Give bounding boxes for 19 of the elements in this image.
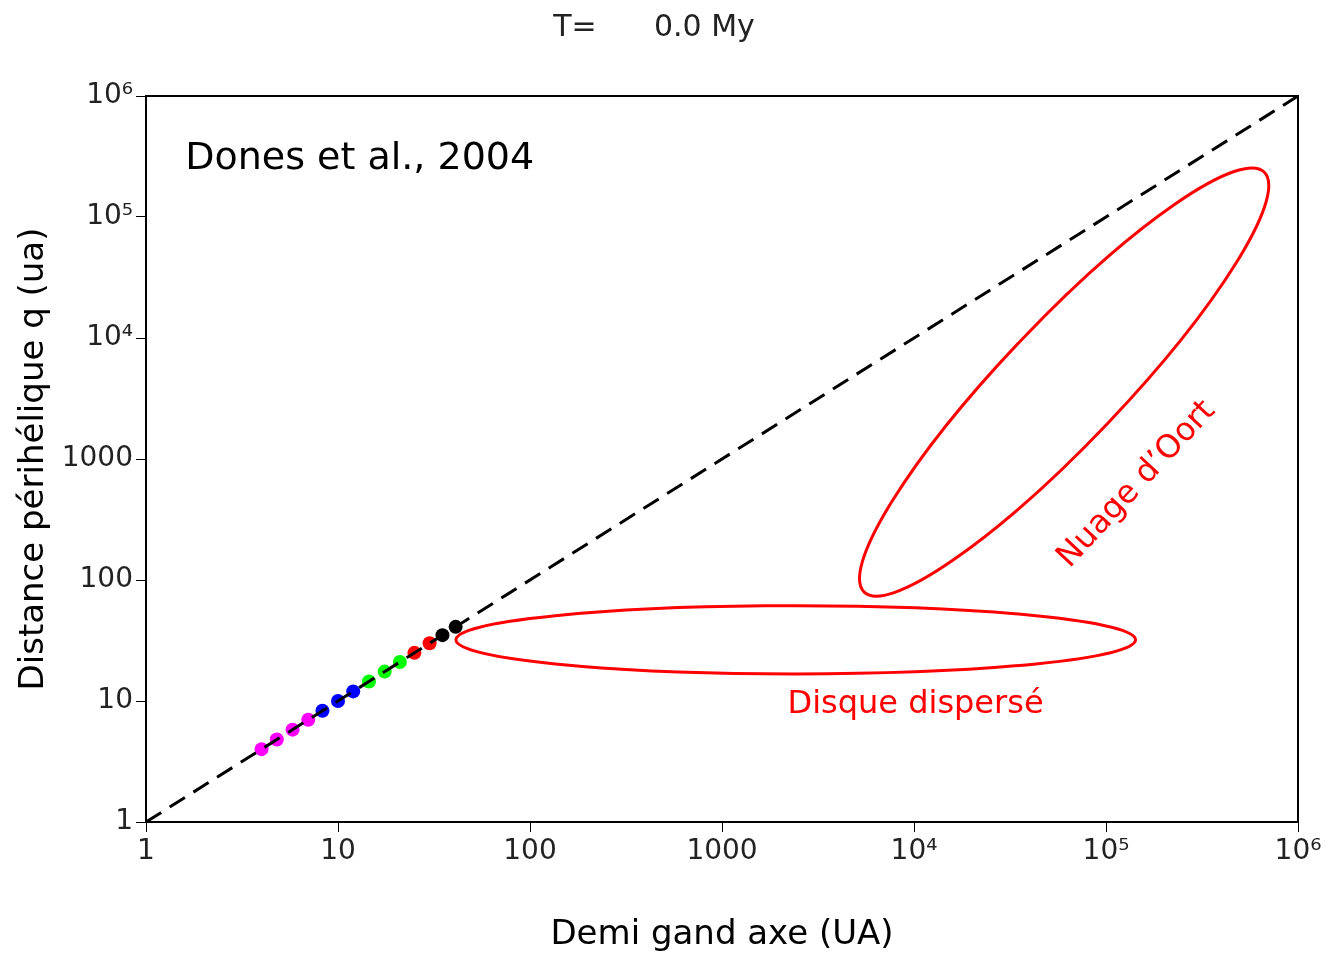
y-tick-label: 10⁵	[86, 198, 133, 232]
x-tick-label: 10⁵	[1082, 833, 1130, 867]
y-tick-label: 10⁶	[86, 77, 133, 111]
y-tick-label: 1	[115, 803, 133, 837]
y-tick-label: 100	[79, 561, 133, 595]
x-tick-label: 100	[503, 833, 557, 867]
y-tick-label: 10	[97, 682, 133, 716]
y-axis-title: Distance périhélique q (ua)	[11, 227, 52, 691]
x-tick-label: 1000	[686, 833, 758, 867]
x-tick-label: 10⁶	[1274, 833, 1322, 867]
x-axis-title: Demi gand axe (UA)	[550, 912, 894, 953]
chart-title: T= 0.0 My	[552, 7, 755, 43]
y-tick-label: 10⁴	[86, 319, 133, 353]
y-tick-label: 1000	[61, 440, 133, 474]
x-tick-label: 10	[320, 833, 356, 867]
annotation: Dones et al., 2004	[185, 134, 535, 179]
x-tick-label: 10⁴	[890, 833, 938, 867]
x-tick-label: 1	[137, 833, 155, 867]
annotation: Disque dispersé	[787, 682, 1044, 721]
